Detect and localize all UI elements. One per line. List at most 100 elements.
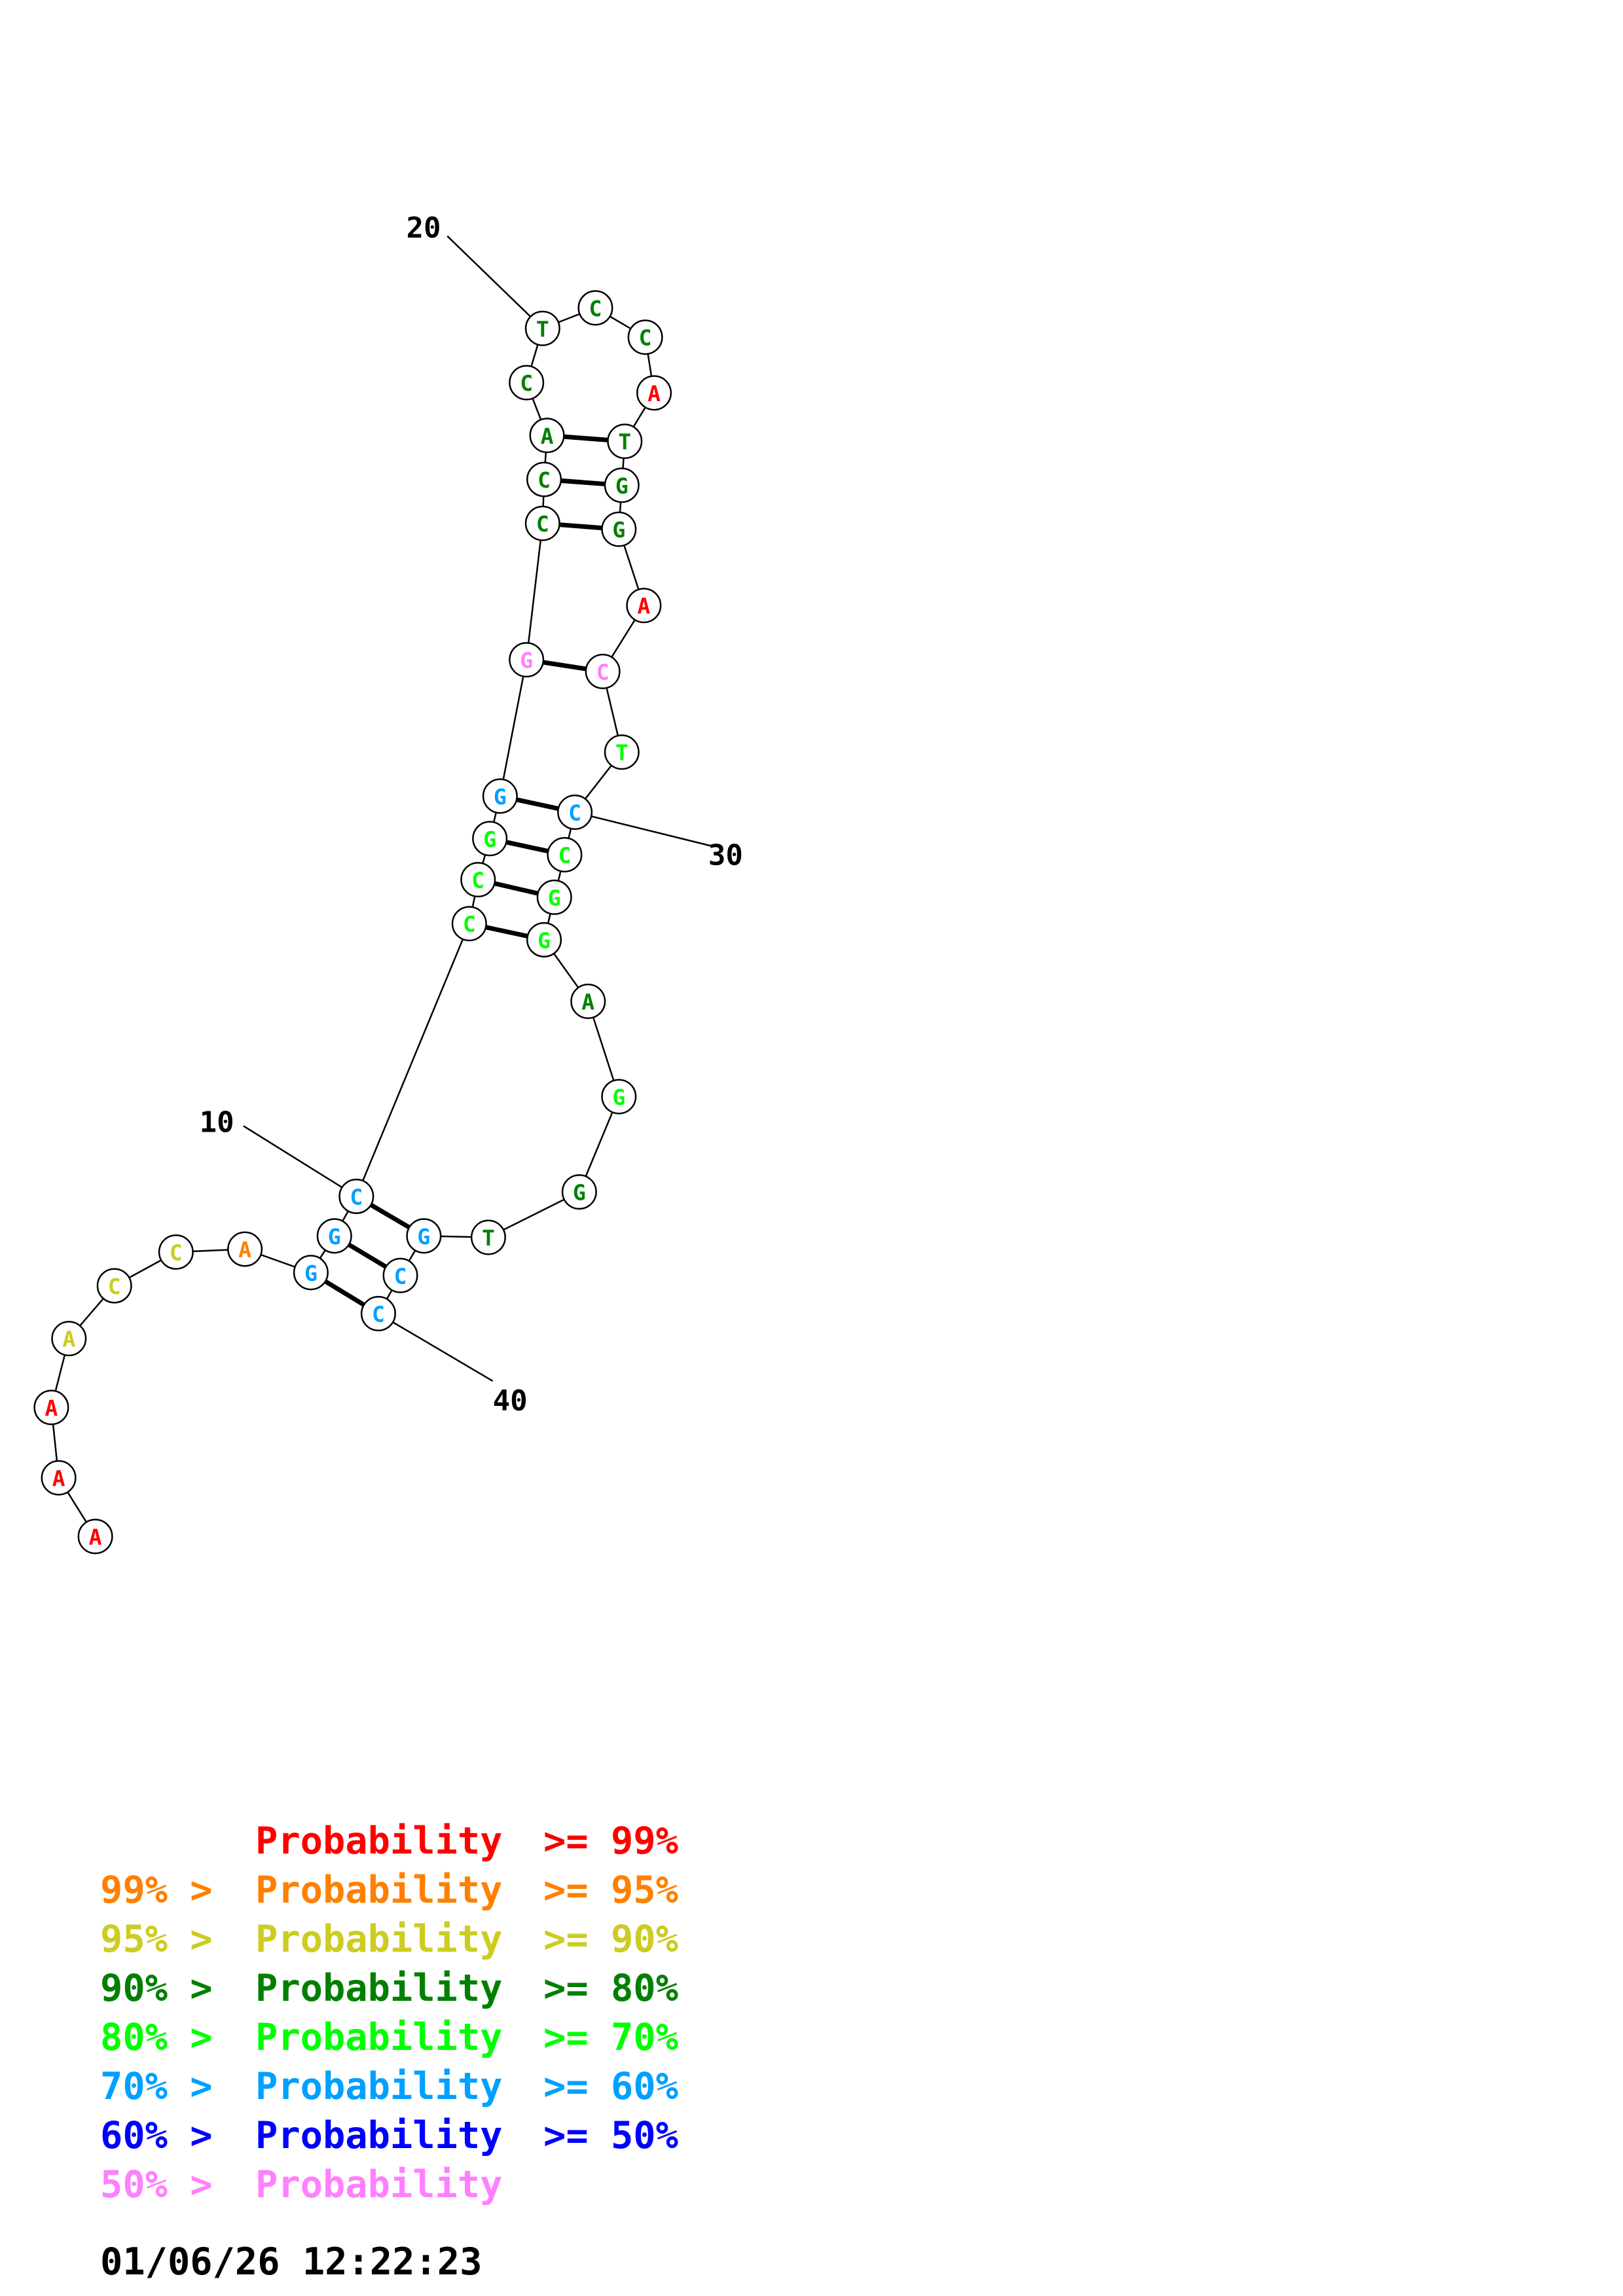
- nucleotide: G: [293, 1255, 329, 1291]
- legend-prefix: 70% >: [100, 2065, 213, 2108]
- legend-prefix: 60% >: [100, 2114, 213, 2157]
- nucleotide-base: C: [372, 1302, 385, 1327]
- nucleotide-circle: [293, 1255, 329, 1291]
- position-label: 40: [493, 1384, 528, 1418]
- backbone-segment: [356, 923, 470, 1197]
- nucleotide-circle: [526, 922, 562, 958]
- nucleotide-circle: [460, 861, 496, 898]
- nucleotide: C: [627, 319, 663, 355]
- nucleotide-base: C: [538, 467, 551, 493]
- nucleotide-base: A: [647, 381, 661, 406]
- nucleotide: G: [472, 821, 508, 857]
- nucleotide-base: A: [62, 1327, 75, 1352]
- nucleotide-circle: [509, 365, 545, 401]
- nucleotide: C: [585, 653, 621, 689]
- nucleotide: G: [536, 879, 572, 915]
- nucleotide-circle: [524, 505, 560, 541]
- nucleotide: C: [577, 290, 613, 326]
- nucleotide: C: [360, 1296, 396, 1332]
- nucleotide: C: [524, 505, 560, 541]
- nucleotide-base: C: [170, 1240, 183, 1265]
- nucleotide: G: [601, 511, 637, 547]
- legend-suffix: >= 80%: [543, 1967, 678, 2010]
- backbone-lines: [50, 307, 655, 1537]
- nucleotide: G: [604, 467, 640, 503]
- nucleotide-base: C: [463, 912, 476, 937]
- nucleotide-circle: [382, 1257, 418, 1293]
- nucleotide-base: G: [520, 648, 533, 673]
- nucleotide-circle: [585, 653, 621, 689]
- nucleotide-circle: [636, 375, 672, 411]
- legend-label: Probability: [255, 2065, 503, 2108]
- nucleotide-base: C: [596, 659, 610, 685]
- nucleotide-base: T: [536, 316, 549, 342]
- nucleotide-circle: [77, 1518, 113, 1554]
- nucleotide-circle: [472, 821, 508, 857]
- nucleotide-base: C: [108, 1274, 121, 1299]
- legend-label: Probability: [255, 1869, 503, 1912]
- nucleotide-base: A: [89, 1524, 102, 1550]
- position-labels: 10 20 30 40: [200, 211, 743, 1418]
- nucleotide-base: G: [483, 827, 496, 852]
- nucleotide-base: G: [612, 1085, 625, 1110]
- legend-row: 80% > Probability >= 70%: [100, 2016, 678, 2059]
- position-label-line: [447, 235, 543, 329]
- nucleotide-base: A: [581, 989, 594, 1014]
- nucleotide: C: [509, 365, 545, 401]
- nucleotide-base: C: [350, 1184, 363, 1210]
- nucleotide: G: [316, 1218, 352, 1254]
- nucleotide-base: A: [52, 1465, 65, 1491]
- timestamp: 01/06/26 12:22:23: [100, 2240, 482, 2284]
- position-label-line: [378, 1312, 494, 1382]
- nucleotide-circle: [536, 879, 572, 915]
- nucleotide: G: [601, 1079, 637, 1115]
- nucleotide-circle: [360, 1296, 396, 1332]
- legend-prefix: 50% >: [100, 2163, 213, 2206]
- nucleotide-circle: [526, 461, 562, 497]
- nucleotide: A: [626, 588, 662, 624]
- nucleotide: G: [561, 1174, 597, 1210]
- legend-label: Probability: [255, 1820, 503, 1863]
- nucleotide: C: [547, 836, 583, 872]
- legend-suffix: >= 50%: [543, 2114, 678, 2157]
- nucleotide: C: [96, 1268, 132, 1304]
- nucleotide: C: [460, 861, 496, 898]
- legend-row: 70% > Probability >= 60%: [100, 2065, 678, 2108]
- legend-suffix: >= 60%: [543, 2065, 678, 2108]
- nucleotide-circle: [547, 836, 583, 872]
- legend-row: 95% > Probability >= 90%: [100, 1918, 678, 1961]
- nucleotide-circle: [601, 1079, 637, 1115]
- legend-prefix: 95% >: [100, 1918, 213, 1961]
- nucleotide-circle: [316, 1218, 352, 1254]
- nucleotide-circle: [557, 794, 593, 830]
- nucleotide-circle: [406, 1218, 442, 1254]
- nucleotide: A: [77, 1518, 113, 1554]
- nucleotide: T: [524, 310, 560, 346]
- nucleotide-circle: [451, 906, 487, 942]
- nucleotide-base: G: [538, 927, 551, 953]
- nucleotide-base: G: [417, 1224, 430, 1249]
- backbone-segment: [499, 659, 528, 797]
- backbone-segment: [525, 523, 544, 660]
- nucleotide: A: [636, 375, 672, 411]
- nucleotide-base: G: [304, 1261, 318, 1286]
- nucleotide: A: [529, 418, 565, 454]
- nucleotide-base: G: [573, 1180, 586, 1206]
- nucleotide: C: [451, 906, 487, 942]
- nucleotide-base: G: [494, 784, 507, 810]
- nucleotide: A: [33, 1390, 69, 1426]
- legend-suffix: >= 70%: [543, 2016, 678, 2059]
- nucleotide: A: [570, 983, 606, 1019]
- nucleotide: C: [338, 1178, 374, 1214]
- nucleotide-circle: [604, 734, 640, 770]
- nucleotide-circle: [524, 310, 560, 346]
- nucleotide-circle: [607, 423, 643, 459]
- legend-label: Probability: [255, 1918, 503, 1961]
- nucleotide-base: C: [639, 325, 652, 351]
- nucleotide-base: C: [394, 1263, 407, 1289]
- nucleotide: T: [607, 423, 643, 459]
- legend-prefix: 99% >: [100, 1869, 213, 1912]
- legend-label: Probability: [255, 2163, 503, 2206]
